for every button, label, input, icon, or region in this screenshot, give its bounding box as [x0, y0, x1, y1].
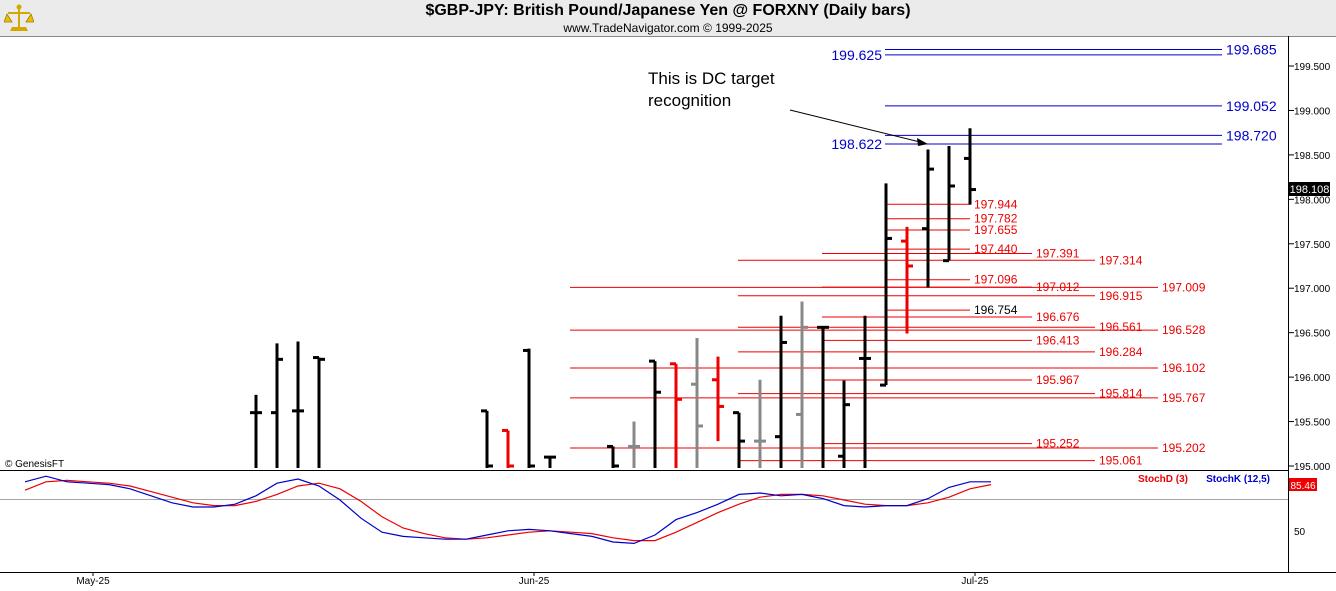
target-label: 199.625 [831, 47, 882, 63]
support-label: 196.561 [1099, 320, 1143, 334]
support-label: 197.009 [1162, 280, 1206, 294]
support-label: 196.915 [1099, 289, 1143, 303]
y-tick-label: 196.500 [1294, 329, 1331, 340]
ohlc-bar [964, 128, 976, 205]
x-tick-label: Jul-25 [961, 576, 989, 587]
y-tick-label: 199.000 [1294, 106, 1331, 117]
ohlc-bar [901, 226, 913, 334]
price-bars [250, 128, 976, 468]
ohlc-bar [628, 421, 640, 468]
y-tick-label: 199.500 [1294, 62, 1331, 73]
ohlc-bar [691, 338, 703, 468]
last-price-badge [1289, 182, 1330, 196]
chart-subtitle: www.TradeNavigator.com © 1999-2025 [563, 21, 773, 35]
ohlc-bar [250, 394, 262, 468]
stoch-k-line [24, 475, 991, 545]
stoch-d-line [24, 479, 992, 542]
copyright-label: © GenesisFT [5, 459, 64, 470]
ohlc-bar [838, 380, 850, 468]
ohlc-bar [775, 315, 787, 468]
ohlc-bar [607, 444, 619, 468]
x-tick-label: May-25 [76, 576, 110, 587]
annotation-arrow-line [789, 109, 923, 144]
stoch-y-tick-label: 50 [1294, 527, 1306, 538]
support-label: 197.944 [974, 197, 1018, 211]
annotation-line-1: This is DC target [648, 69, 775, 88]
chart-title: $GBP-JPY: British Pound/Japanese Yen @ F… [425, 2, 911, 19]
support-label: 196.413 [1036, 333, 1080, 347]
price-axis: 195.000 195.500 196.000 196.500 197.000 197.5… [1288, 62, 1331, 538]
annotation-arrow-head [917, 138, 928, 147]
support-label: 195.252 [1036, 437, 1080, 451]
support-label: 195.202 [1162, 441, 1206, 455]
support-label: 197.391 [1036, 246, 1080, 260]
support-label: 195.767 [1162, 391, 1206, 405]
support-label: 197.314 [1099, 253, 1143, 267]
ohlc-bar [754, 379, 766, 468]
ohlc-bar [670, 362, 682, 468]
y-tick-label: 195.500 [1294, 418, 1331, 429]
ohlc-bar [733, 411, 745, 468]
support-label: 197.096 [974, 273, 1018, 287]
ohlc-bar [523, 348, 535, 468]
last-price-label: 198.108 [1290, 184, 1330, 196]
ohlc-bar [649, 359, 661, 468]
annotation: This is DC target recognition [648, 69, 928, 147]
y-tick-label: 197.000 [1294, 284, 1331, 295]
y-tick-label: 198.500 [1294, 151, 1331, 162]
ohlc-bar [271, 343, 283, 468]
stochastic-panel [24, 475, 992, 545]
ohlc-bar [796, 301, 808, 468]
ohlc-bar [292, 341, 304, 468]
support-label: 196.102 [1162, 361, 1206, 375]
stoch-value-label: 85.46 [1290, 481, 1315, 492]
support-label: 197.440 [974, 242, 1018, 256]
support-label: 196.754 [974, 303, 1018, 317]
date-axis: May-25 Jun-25 Jul-25 [76, 572, 989, 587]
ohlc-bar [859, 315, 871, 468]
target-label: 198.720 [1226, 127, 1277, 143]
y-tick-label: 198.000 [1294, 195, 1331, 206]
ohlc-bar [544, 455, 556, 468]
ohlc-bar [313, 356, 325, 468]
support-label: 197.782 [974, 212, 1018, 226]
support-label: 195.967 [1036, 373, 1080, 387]
support-label: 196.676 [1036, 310, 1080, 324]
y-tick-label: 195.000 [1294, 462, 1331, 473]
ohlc-bar [943, 146, 955, 263]
target-label: 199.685 [1226, 42, 1277, 58]
x-tick-label: Jun-25 [519, 576, 550, 587]
ohlc-bar [922, 149, 934, 288]
chart-header: $GBP-JPY: British Pound/Japanese Yen @ F… [0, 0, 1336, 36]
target-label: 198.622 [831, 136, 882, 152]
support-label: 195.061 [1099, 454, 1143, 468]
support-label: 197.655 [974, 223, 1018, 237]
ohlc-bar [481, 409, 493, 468]
support-label: 196.284 [1099, 345, 1143, 359]
ohlc-bar [880, 183, 892, 387]
ohlc-bar [817, 325, 829, 468]
support-label: 195.814 [1099, 387, 1143, 401]
stoch-k-legend: StochK (12,5) [1206, 474, 1270, 485]
y-tick-label: 196.000 [1294, 373, 1331, 384]
stoch-d-legend: StochD (3) [1138, 474, 1188, 485]
annotation-line-2: recognition [648, 91, 731, 110]
scales-logo-icon [4, 4, 34, 31]
y-tick-label: 197.500 [1294, 240, 1331, 251]
target-label: 199.052 [1226, 98, 1277, 114]
ohlc-bar [712, 356, 724, 442]
support-label: 196.528 [1162, 323, 1206, 337]
ohlc-bar [502, 428, 514, 468]
stoch-value-badge [1289, 478, 1317, 491]
